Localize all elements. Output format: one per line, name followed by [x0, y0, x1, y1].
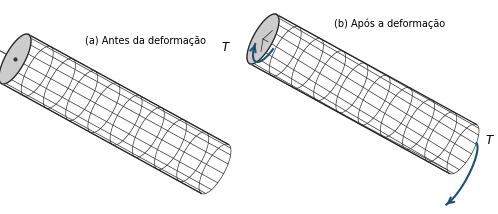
Text: T: T	[485, 134, 492, 147]
Polygon shape	[0, 34, 31, 84]
Text: T: T	[222, 41, 229, 54]
Polygon shape	[247, 14, 279, 64]
Polygon shape	[249, 15, 477, 174]
Polygon shape	[1, 34, 229, 193]
Text: (a) Antes da deformação: (a) Antes da deformação	[85, 36, 206, 46]
Text: (b) Após a deformação: (b) Após a deformação	[335, 18, 446, 28]
